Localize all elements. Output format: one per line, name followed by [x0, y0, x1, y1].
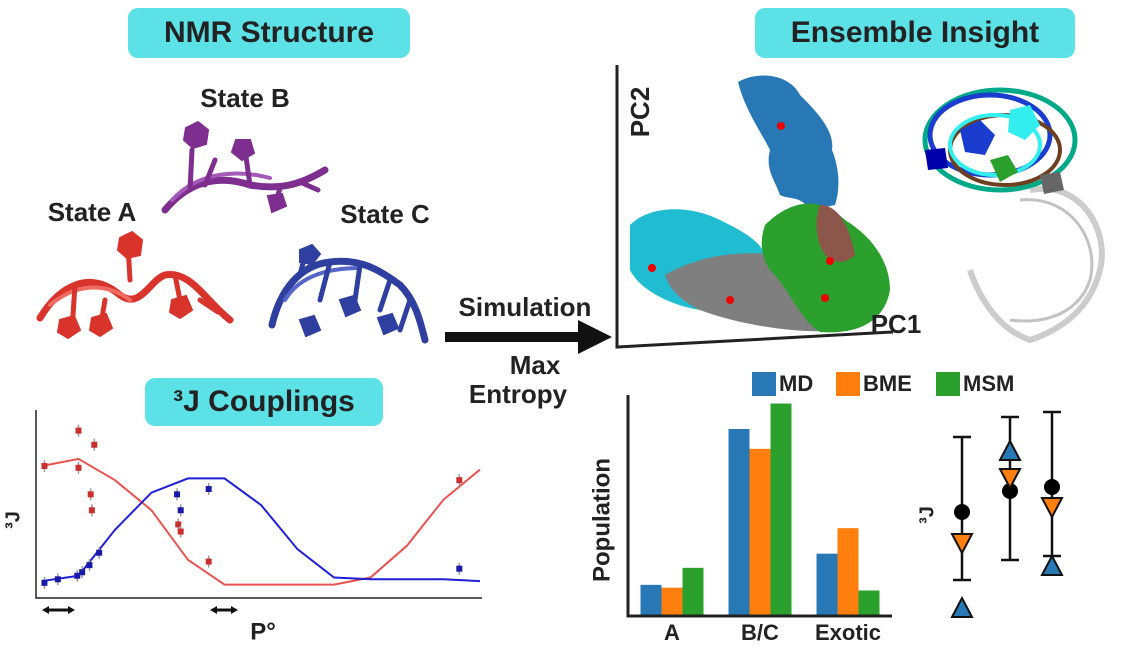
data-point	[175, 521, 182, 528]
data-point	[96, 549, 103, 556]
data-point	[177, 528, 184, 535]
data-point	[79, 569, 86, 576]
data-point	[205, 486, 212, 493]
data-point	[75, 427, 82, 434]
bar	[728, 429, 750, 616]
pca-cluster	[816, 205, 855, 262]
x-tick-label: B/C	[741, 620, 779, 645]
title-pill	[145, 378, 383, 426]
molecule-state-c	[268, 243, 429, 344]
molecule-state-a	[36, 230, 234, 340]
data-point	[177, 507, 184, 514]
pca-cluster	[761, 203, 890, 333]
data-point	[86, 562, 93, 569]
state-label: State C	[340, 199, 430, 229]
pca-center	[726, 296, 734, 304]
x-tick-label: Exotic	[815, 620, 881, 645]
marker	[1040, 553, 1064, 576]
legend-label: MD	[779, 371, 813, 396]
marker	[950, 595, 974, 618]
data-point	[54, 576, 61, 583]
pca-center	[777, 122, 785, 130]
legend-label: BME	[863, 371, 912, 396]
range-arrow-head	[210, 606, 217, 614]
data-point	[74, 572, 81, 579]
pca-center	[826, 257, 834, 265]
pca-plot: PC2 PC1	[615, 65, 922, 349]
data-point	[174, 491, 181, 498]
axis-label: ³J	[916, 506, 938, 524]
pca-cluster	[630, 209, 765, 310]
range-arrow-head	[231, 606, 238, 614]
range-arrow-head	[42, 606, 49, 614]
data-point	[88, 507, 95, 514]
data-point	[41, 463, 48, 470]
bar	[749, 448, 771, 616]
pca-axes	[615, 65, 894, 349]
legend-label: MSM	[963, 371, 1014, 396]
bar	[858, 590, 880, 616]
data-point	[456, 477, 463, 484]
range-arrow-head	[68, 606, 75, 614]
title-pill	[755, 8, 1075, 58]
panel-title: Ensemble Insight	[791, 16, 1039, 49]
curve	[41, 457, 481, 586]
bar	[682, 567, 704, 616]
bar	[661, 587, 683, 616]
legend-swatch	[836, 372, 860, 396]
marker	[1044, 479, 1060, 495]
marker	[950, 533, 974, 556]
arrow-label: Max	[510, 350, 561, 380]
state-label: State B	[200, 83, 290, 113]
title-pill	[128, 8, 410, 58]
axis-label: ³J	[2, 511, 24, 529]
axis-label: P°	[250, 618, 276, 645]
marker	[1002, 483, 1018, 499]
panel-title: ³J Couplings	[173, 385, 355, 418]
arrow-label: Entropy	[469, 379, 568, 409]
pca-center	[821, 294, 829, 302]
ensemble-structure	[922, 87, 1105, 344]
data-point	[75, 464, 82, 471]
pca-center	[648, 264, 656, 272]
bar	[770, 403, 792, 616]
axis-label: PC1	[871, 309, 922, 339]
marker	[1040, 497, 1064, 520]
bar	[837, 528, 859, 616]
bar	[640, 584, 662, 616]
legend-swatch	[752, 372, 776, 396]
data-point	[456, 565, 463, 572]
data-point	[41, 579, 48, 586]
axis	[626, 395, 892, 618]
arrow-label: Simulation	[459, 292, 592, 322]
axis	[35, 410, 482, 599]
data-point	[87, 491, 94, 498]
panel-title: NMR Structure	[164, 16, 374, 49]
marker	[998, 468, 1022, 491]
marker	[998, 438, 1022, 461]
bar	[816, 553, 838, 616]
arrow-head	[578, 320, 612, 354]
axis-label: Population	[588, 458, 615, 582]
pca-cluster	[738, 75, 839, 210]
data-point	[91, 441, 98, 448]
molecule-state-b	[161, 120, 329, 214]
x-tick-label: A	[664, 620, 680, 645]
data-point	[205, 558, 212, 565]
state-label: State A	[48, 197, 137, 227]
curve	[41, 477, 481, 583]
legend-swatch	[936, 372, 960, 396]
marker	[954, 504, 970, 520]
axis-label: PC2	[625, 87, 655, 138]
